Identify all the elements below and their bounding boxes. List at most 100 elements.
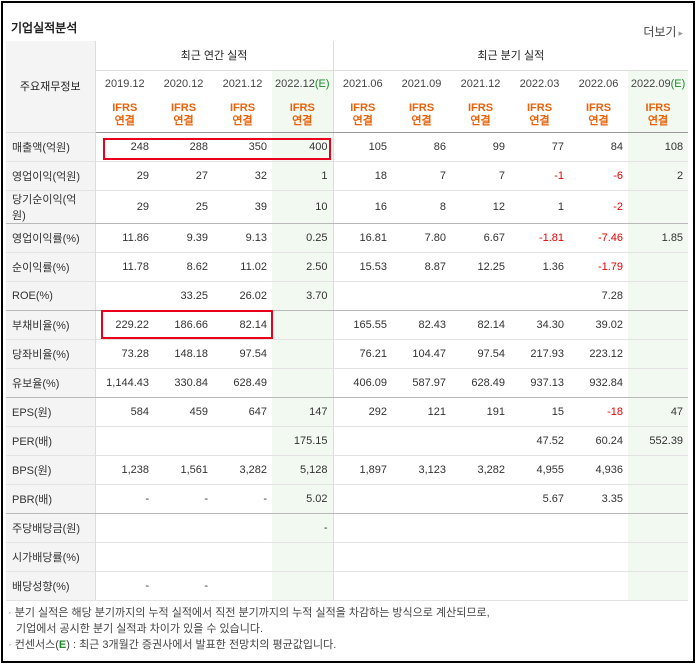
consolidated-label: 연결 <box>470 114 491 127</box>
row-label: 배당성향(%) <box>6 571 96 601</box>
debt-ratio-highlight-box <box>101 310 273 339</box>
table-cell: 73.28 <box>95 339 154 369</box>
footnote-1-cont: 기업에서 공시한 분기 실적과 차이가 있을 수 있습니다. <box>16 623 264 635</box>
table-cell: 1 <box>510 190 570 224</box>
table-cell: 16 <box>333 190 393 224</box>
period-header: 2022.06 <box>569 70 628 98</box>
group-header-row: 주요재무정보 최근 연간 실적 최근 분기 실적 <box>6 41 689 133</box>
table-cell: - <box>154 484 213 514</box>
table-cell <box>272 542 334 572</box>
consolidated-label: 연결 <box>411 114 432 127</box>
period-label: 2021.12 <box>222 78 263 91</box>
table-cell: 1 <box>272 161 334 191</box>
row-label: 매출액(억원) <box>6 132 96 162</box>
table-cell: 1,561 <box>154 455 213 485</box>
table-cell: 165.55 <box>333 310 393 340</box>
table-cell: 330.84 <box>154 368 213 398</box>
table-cell <box>569 542 629 572</box>
table-cell: 1.85 <box>628 223 689 253</box>
standard-header: IFRS 연결 <box>95 98 154 133</box>
table-cell <box>272 571 334 601</box>
consolidated-label: 연결 <box>292 114 313 127</box>
table-cell: - <box>154 571 213 601</box>
row-label: ROE(%) <box>6 281 96 311</box>
table-cell <box>272 368 334 398</box>
table-cell: 1,238 <box>95 455 154 485</box>
consolidated-label: 연결 <box>588 114 609 127</box>
footnote-1: · 분기 실적은 해당 분기까지의 누적 실적에서 직전 분기까지의 누적 실적… <box>8 605 490 621</box>
table-row: PBR(배) - - -5.02 5.67 3.35 <box>6 484 689 514</box>
table-row: 시가배당률(%) <box>6 542 689 572</box>
table-cell <box>628 368 689 398</box>
section-title: 기업실적분석 <box>11 21 78 35</box>
table-cell <box>451 513 511 543</box>
ifrs-label: IFRS <box>409 101 435 114</box>
table-cell <box>95 513 154 543</box>
table-row: 당좌비율(%) 73.28 148.18 97.54 76.21 104.47 97.54 2… <box>6 339 689 369</box>
table-cell <box>451 426 511 456</box>
period-label: 2022.12 <box>275 78 315 91</box>
table-cell <box>272 339 334 369</box>
row-label: 부채비율(%) <box>6 310 96 340</box>
table-cell: 932.84 <box>569 368 629 398</box>
period-header: 2021.12 <box>213 70 272 98</box>
table-cell: 82.14 <box>213 310 272 340</box>
table-cell: 34.30 <box>510 310 570 340</box>
ifrs-label: IFRS <box>350 101 376 114</box>
period-header: 2022.03 <box>510 70 569 98</box>
table-cell <box>392 484 452 514</box>
ifrs-label: IFRS <box>527 101 553 114</box>
more-link[interactable]: 더보기 ▸ <box>643 23 683 40</box>
period-label: 2021.06 <box>342 78 383 91</box>
table-cell: 175.15 <box>272 426 334 456</box>
table-cell: 587.97 <box>392 368 452 398</box>
consolidated-label: 연결 <box>114 114 135 127</box>
table-cell: 552.39 <box>628 426 689 456</box>
table-cell: 148.18 <box>154 339 213 369</box>
table-cell: 3,282 <box>451 455 511 485</box>
table-row: ROE(%) 33.25 26.02 3.70 7.28 <box>6 281 689 311</box>
table-cell <box>628 571 689 601</box>
row-label: 유보율(%) <box>6 368 96 398</box>
table-cell: 3,282 <box>213 455 272 485</box>
table-cell: 11.02 <box>213 252 272 282</box>
table-cell: 3.35 <box>569 484 629 514</box>
table-cell: 7.28 <box>569 281 629 311</box>
footnote-1-text: 분기 실적은 해당 분기까지의 누적 실적에서 직전 분기까지의 누적 실적을 … <box>14 607 490 619</box>
table-cell: 8.62 <box>154 252 213 282</box>
table-cell: -1.81 <box>510 223 570 253</box>
ifrs-label: IFRS <box>586 101 612 114</box>
table-cell <box>154 426 213 456</box>
table-cell <box>95 542 154 572</box>
footnote-2: · 컨센서스(E) : 최근 3개월간 증권사에서 발표한 전망치의 평균값입니… <box>8 637 490 653</box>
table-row: 배당성향(%) - - <box>6 571 689 601</box>
table-cell: 97.54 <box>213 339 272 369</box>
revenue-highlight-box <box>103 138 331 160</box>
standard-header: IFRS 연결 <box>510 98 570 133</box>
period-header: 2021.06 <box>333 70 392 98</box>
more-label[interactable]: 더보기 <box>643 25 677 39</box>
consolidated-label: 연결 <box>232 114 253 127</box>
table-cell <box>213 426 272 456</box>
period-header: 2022.12(E) <box>272 70 334 98</box>
table-cell: 229.22 <box>95 310 154 340</box>
table-cell <box>451 542 511 572</box>
table-cell: 39.02 <box>569 310 629 340</box>
table-cell: 26.02 <box>213 281 272 311</box>
table-cell <box>510 513 570 543</box>
table-cell: 288 <box>154 132 213 162</box>
row-label: EPS(원) <box>6 397 96 427</box>
period-label: 2021.12 <box>460 78 501 91</box>
table-cell: 11.86 <box>95 223 154 253</box>
table-cell: - <box>95 571 154 601</box>
table-cell <box>628 542 689 572</box>
table-cell <box>510 571 570 601</box>
table-cell <box>154 513 213 543</box>
standard-header: IFRS 연결 <box>154 98 213 133</box>
period-label: 2021.09 <box>401 78 442 91</box>
table-cell <box>451 571 511 601</box>
table-cell: 3,123 <box>392 455 452 485</box>
table-cell <box>213 571 272 601</box>
table-cell: -2 <box>569 190 629 224</box>
ifrs-label: IFRS <box>289 101 315 114</box>
